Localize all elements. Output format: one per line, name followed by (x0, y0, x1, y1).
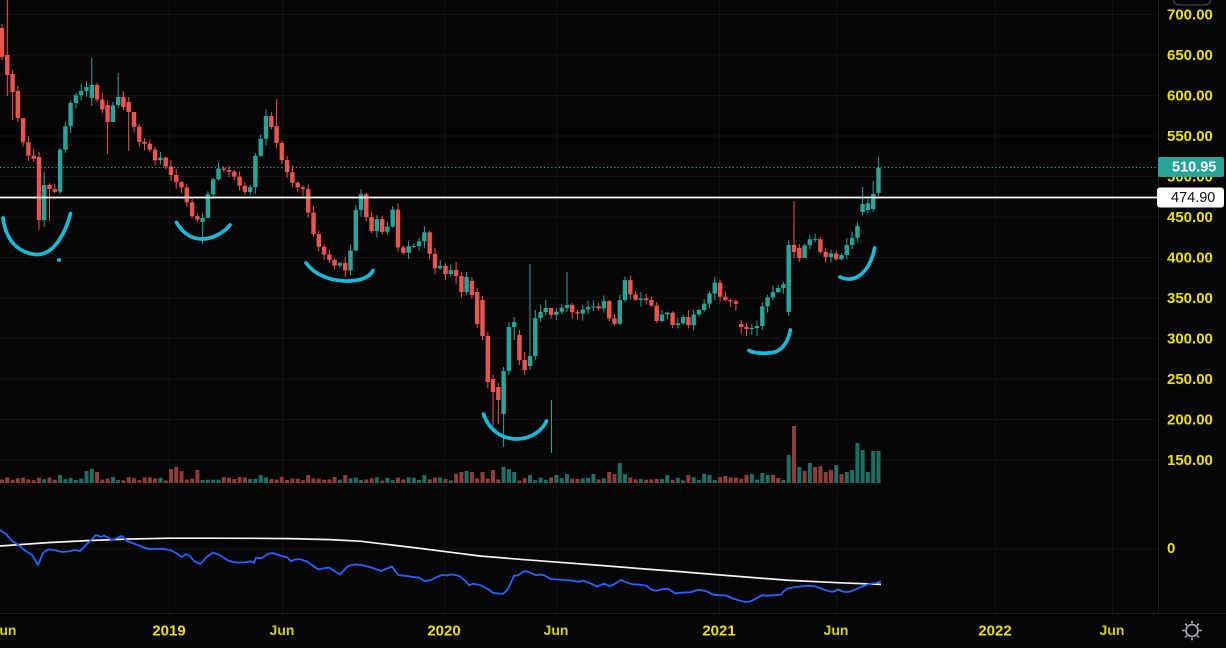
svg-text:550.00: 550.00 (1167, 128, 1213, 145)
svg-text:2020: 2020 (427, 623, 460, 640)
svg-text:450.00: 450.00 (1167, 209, 1213, 226)
svg-text:Jun: Jun (1100, 622, 1125, 638)
svg-text:Jun: Jun (270, 622, 295, 638)
svg-text:Jun: Jun (0, 622, 16, 638)
svg-text:0: 0 (1167, 540, 1175, 557)
svg-text:474.90: 474.90 (1171, 190, 1215, 206)
svg-text:250.00: 250.00 (1167, 371, 1213, 388)
svg-text:2019: 2019 (152, 623, 185, 640)
svg-text:350.00: 350.00 (1167, 290, 1213, 307)
svg-text:400.00: 400.00 (1167, 250, 1213, 267)
svg-text:200.00: 200.00 (1167, 412, 1213, 429)
svg-text:650.00: 650.00 (1167, 47, 1213, 64)
svg-text:600.00: 600.00 (1167, 88, 1213, 105)
svg-text:510.95: 510.95 (1172, 160, 1216, 176)
svg-text:2021: 2021 (702, 623, 735, 640)
svg-text:300.00: 300.00 (1167, 331, 1213, 348)
svg-text:Jun: Jun (544, 622, 569, 638)
svg-text:700.00: 700.00 (1167, 7, 1213, 24)
svg-text:2022: 2022 (978, 623, 1011, 640)
svg-text:Jun: Jun (824, 622, 849, 638)
svg-text:150.00: 150.00 (1167, 452, 1213, 469)
